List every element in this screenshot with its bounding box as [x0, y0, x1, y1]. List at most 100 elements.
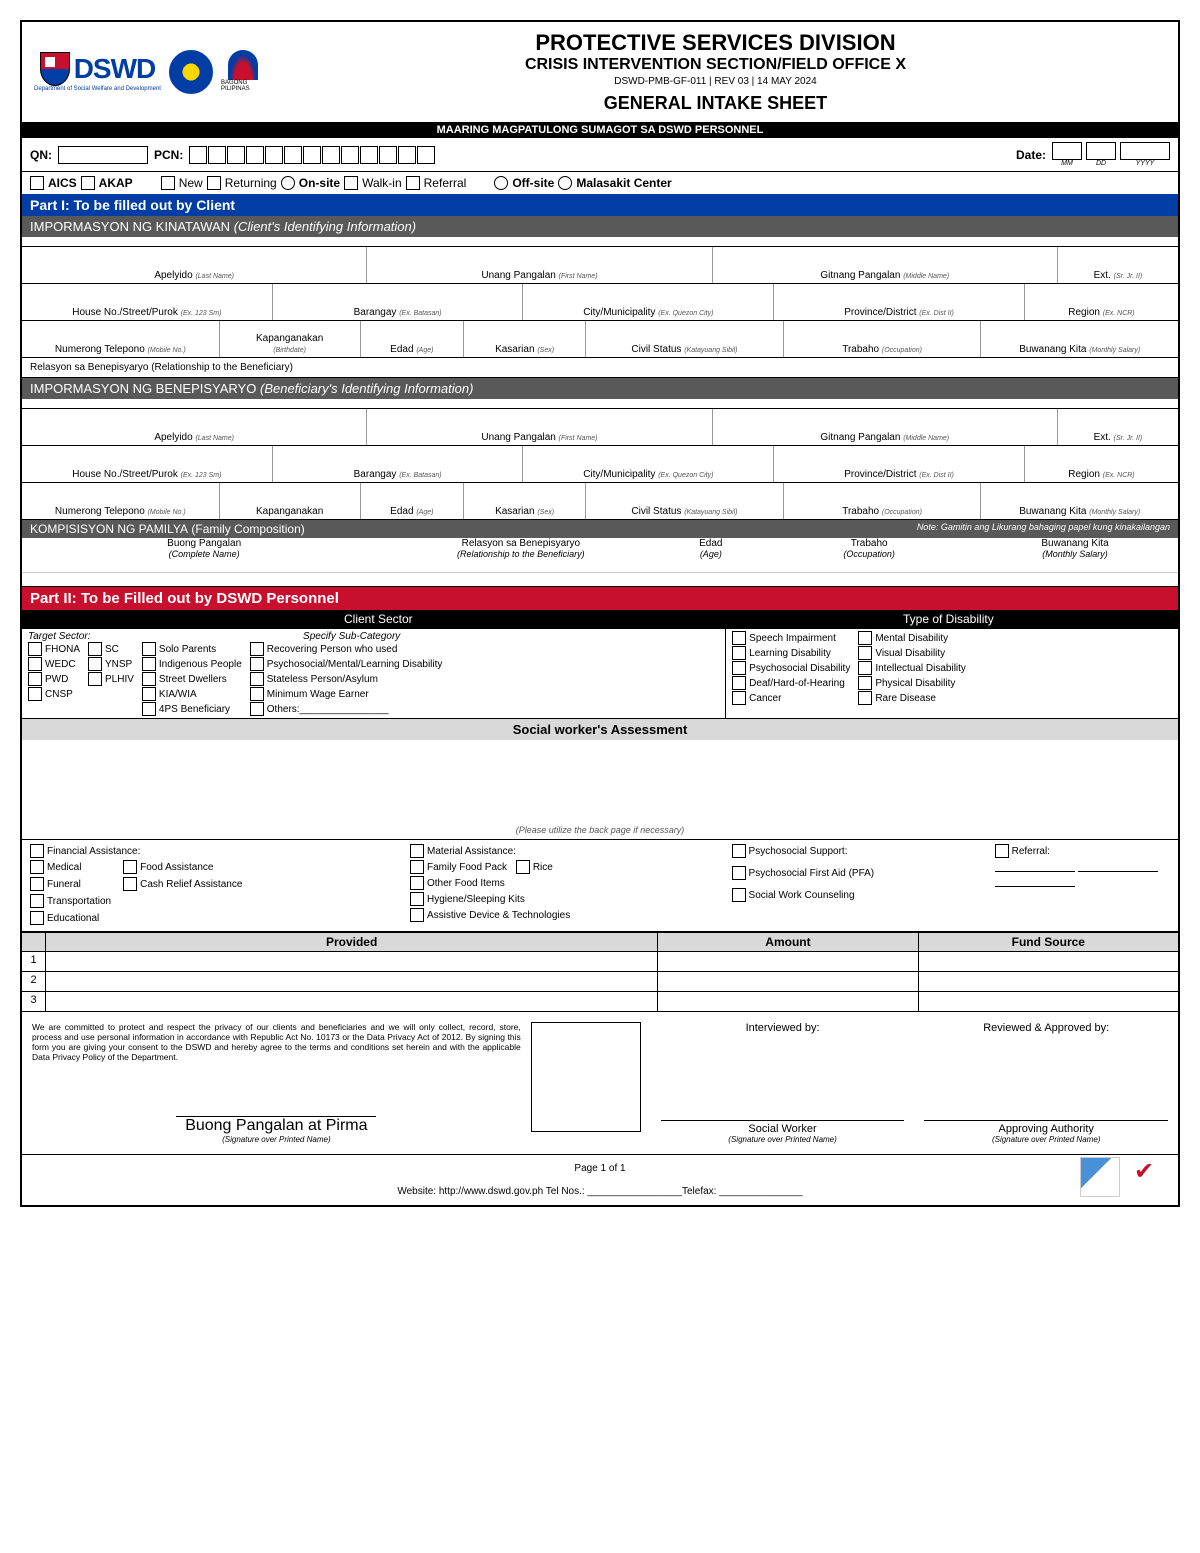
sc-checkbox[interactable]	[88, 642, 102, 656]
pcn-box[interactable]	[208, 146, 226, 164]
spacer	[22, 399, 1178, 409]
table-row[interactable]: 2	[22, 972, 1178, 992]
wedc-checkbox[interactable]	[28, 657, 42, 671]
contact-info: Website: http://www.dswd.gov.ph Tel Nos.…	[34, 1186, 1166, 1197]
flame-icon	[228, 50, 258, 80]
table-row[interactable]: 3	[22, 992, 1178, 1012]
referral-checkbox[interactable]	[406, 176, 420, 190]
returning-checkbox[interactable]	[207, 176, 221, 190]
date-mm-input[interactable]	[1052, 142, 1082, 160]
educ-checkbox[interactable]	[30, 911, 44, 925]
cash-checkbox[interactable]	[123, 877, 137, 891]
swc-checkbox[interactable]	[732, 888, 746, 902]
dswd-logo: DSWD Department of Social Welfare and De…	[34, 52, 161, 92]
referral-line[interactable]	[995, 875, 1075, 887]
psychosocial-checkbox[interactable]	[732, 661, 746, 675]
pcn-box[interactable]	[227, 146, 245, 164]
ynsp-checkbox[interactable]	[88, 657, 102, 671]
malasakit-radio[interactable]	[558, 176, 572, 190]
transport-checkbox[interactable]	[30, 894, 44, 908]
qn-input[interactable]	[58, 146, 148, 164]
bagong-logo: BAGONG PILIPINAS	[221, 50, 265, 94]
client-info-bar: IMPORMASYON NG KINATAWAN (Client's Ident…	[22, 216, 1178, 237]
photo-box[interactable]	[531, 1022, 641, 1132]
date-yyyy-input[interactable]	[1120, 142, 1170, 160]
fhona-checkbox[interactable]	[28, 642, 42, 656]
intellectual-checkbox[interactable]	[858, 661, 872, 675]
akap-checkbox[interactable]	[81, 176, 95, 190]
solo-checkbox[interactable]	[142, 642, 156, 656]
material-checkbox[interactable]	[410, 844, 424, 858]
referral-line[interactable]	[1078, 860, 1158, 872]
pcn-box[interactable]	[189, 146, 207, 164]
date-dd-input[interactable]	[1086, 142, 1116, 160]
pfa-checkbox[interactable]	[732, 866, 746, 880]
assessment-body[interactable]: (Please utilize the back page if necessa…	[22, 740, 1178, 840]
mental-checkbox[interactable]	[858, 631, 872, 645]
visual-checkbox[interactable]	[858, 646, 872, 660]
indig-checkbox[interactable]	[142, 657, 156, 671]
table-row[interactable]: 1	[22, 952, 1178, 972]
bene-address-row: House No./Street/Purok (Ex. 123 Sm) Bara…	[22, 446, 1178, 483]
financial-checkbox[interactable]	[30, 844, 44, 858]
new-checkbox[interactable]	[161, 176, 175, 190]
ffp-checkbox[interactable]	[410, 860, 424, 874]
rare-checkbox[interactable]	[858, 691, 872, 705]
aics-checkbox[interactable]	[30, 176, 44, 190]
pcn-box[interactable]	[341, 146, 359, 164]
pcn-box[interactable]	[303, 146, 321, 164]
funeral-checkbox[interactable]	[30, 877, 44, 891]
family-columns: Buong Pangalan(Complete Name) Relasyon s…	[22, 538, 1178, 559]
pcn-box[interactable]	[265, 146, 283, 164]
pcn-box[interactable]	[360, 146, 378, 164]
division-title: PROTECTIVE SERVICES DIVISION	[265, 30, 1166, 56]
pcn-box[interactable]	[284, 146, 302, 164]
cancer-checkbox[interactable]	[732, 691, 746, 705]
kia-checkbox[interactable]	[142, 687, 156, 701]
physical-checkbox[interactable]	[858, 676, 872, 690]
client-address-row: House No./Street/Purok (Ex. 123 Sm) Bara…	[22, 284, 1178, 321]
4ps-checkbox[interactable]	[142, 702, 156, 716]
speech-checkbox[interactable]	[732, 631, 746, 645]
minwage-checkbox[interactable]	[250, 687, 264, 701]
food-checkbox[interactable]	[123, 860, 137, 874]
plhiv-checkbox[interactable]	[88, 672, 102, 686]
seal-icon	[169, 50, 213, 94]
medical-checkbox[interactable]	[30, 860, 44, 874]
bene-info-bar: IMPORMASYON NG BENEPISYARYO (Beneficiary…	[22, 378, 1178, 399]
walkin-checkbox[interactable]	[344, 176, 358, 190]
pcn-box[interactable]	[322, 146, 340, 164]
cnsp-checkbox[interactable]	[28, 687, 42, 701]
assistive-checkbox[interactable]	[410, 908, 424, 922]
sector-header: Client Sector Type of Disability	[22, 610, 1178, 628]
otherfood-checkbox[interactable]	[410, 876, 424, 890]
referral-checkbox[interactable]	[995, 844, 1009, 858]
hygiene-checkbox[interactable]	[410, 892, 424, 906]
spacer	[22, 237, 1178, 247]
learning-checkbox[interactable]	[732, 646, 746, 660]
privacy-text: We are committed to protect and respect …	[32, 1022, 521, 1062]
street-checkbox[interactable]	[142, 672, 156, 686]
section-title: CRISIS INTERVENTION SECTION/FIELD OFFICE…	[265, 56, 1166, 74]
pcn-box[interactable]	[246, 146, 264, 164]
psycho-checkbox[interactable]	[250, 657, 264, 671]
bene-name-row: Apelyido (Last Name) Unang Pangalan (Fir…	[22, 409, 1178, 446]
category-row: AICS AKAP New Returning On-site Walk-in …	[22, 172, 1178, 194]
pcn-box[interactable]	[417, 146, 435, 164]
others-checkbox[interactable]	[250, 702, 264, 716]
onsite-radio[interactable]	[281, 176, 295, 190]
family-rows[interactable]	[22, 559, 1178, 587]
page-number: Page 1 of 1	[34, 1163, 1166, 1174]
pcn-box[interactable]	[379, 146, 397, 164]
referral-line[interactable]	[995, 860, 1075, 872]
deaf-checkbox[interactable]	[732, 676, 746, 690]
psycho-checkbox[interactable]	[732, 844, 746, 858]
pwd-checkbox[interactable]	[28, 672, 42, 686]
recover-checkbox[interactable]	[250, 642, 264, 656]
client-name-row: Apelyido (Last Name) Unang Pangalan (Fir…	[22, 247, 1178, 284]
rice-checkbox[interactable]	[516, 860, 530, 874]
stateless-checkbox[interactable]	[250, 672, 264, 686]
form-title: GENERAL INTAKE SHEET	[265, 93, 1166, 114]
offsite-radio[interactable]	[494, 176, 508, 190]
pcn-box[interactable]	[398, 146, 416, 164]
